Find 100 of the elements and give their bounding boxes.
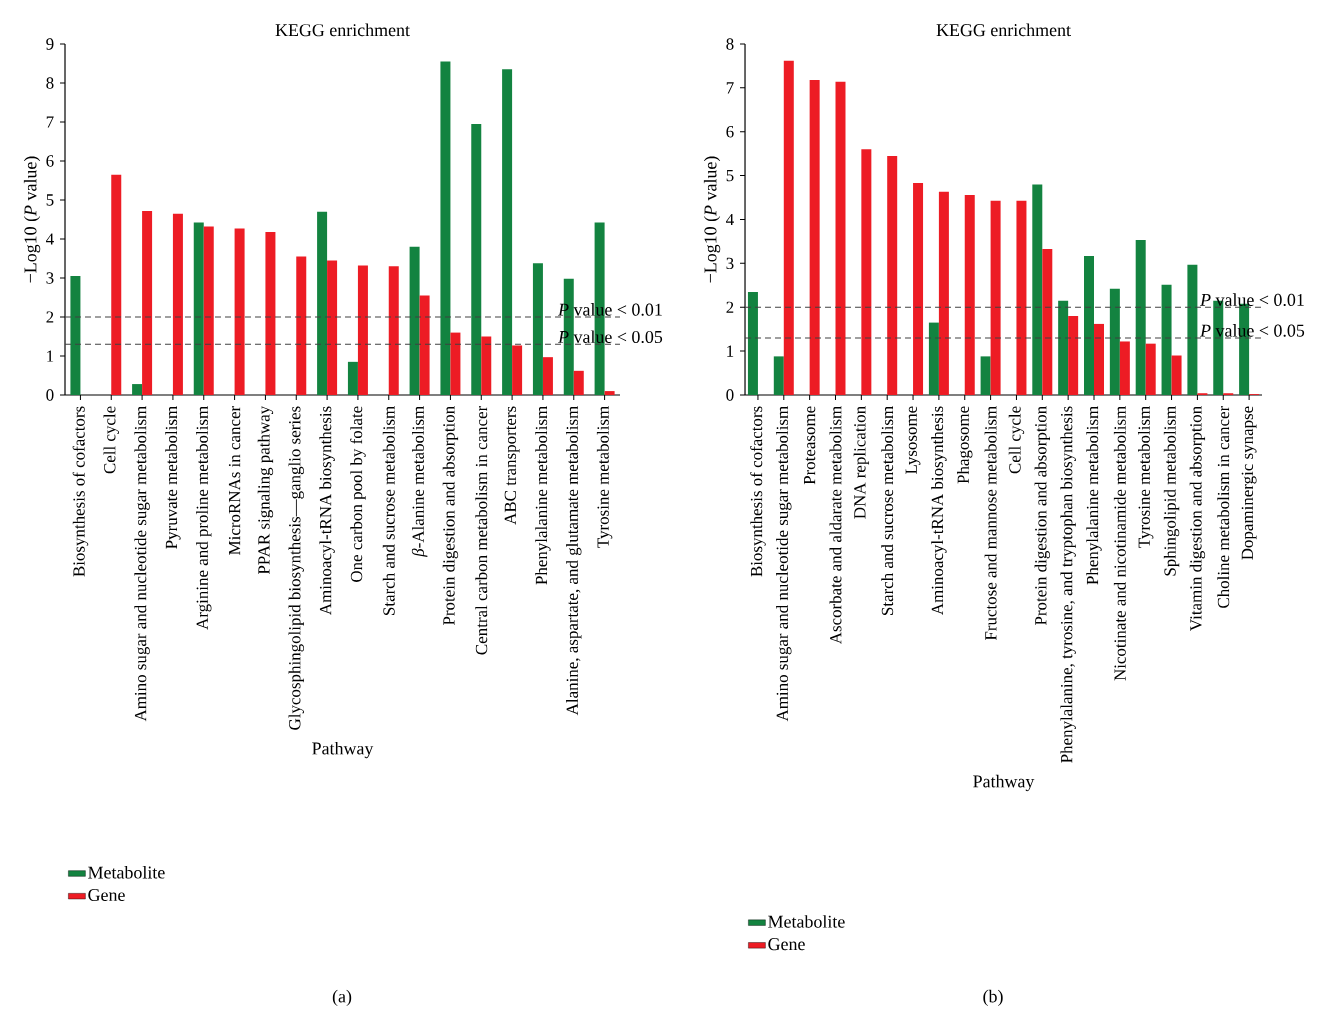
bar (193, 222, 204, 395)
x-tick-label: Arginine and proline metabolism (196, 406, 212, 630)
x-tick-label: Cell cycle (103, 406, 119, 474)
bar (773, 356, 784, 395)
x-tick-label: Starch and sucrose metabolism (382, 406, 395, 615)
bar (532, 263, 543, 395)
bar (809, 79, 820, 395)
x-tick-label: Glycosphingolipid biosynthesis—ganglio series (288, 406, 304, 730)
bar (1161, 284, 1172, 395)
bar (388, 266, 399, 395)
text: (b) (983, 989, 1003, 1007)
x-tick-label: Choline metabolism in cancer (1217, 405, 1230, 608)
x-tick-label: Pyruvate metabolism (165, 406, 181, 549)
y-tick-label: 0 (726, 389, 734, 401)
x-tick-label: Dopaminergic synapse (1241, 406, 1257, 560)
y-tick-label: 6 (726, 126, 734, 138)
x-tick-label: Phenylalanine, tyrosine, and tryptophan biosynthesis (1060, 406, 1076, 763)
x-tick-label: Phenylalanine metabolism (1086, 406, 1102, 585)
bar (357, 265, 368, 395)
bar (573, 370, 584, 395)
bar (70, 276, 81, 395)
x-tick-label: Proteasome (804, 406, 816, 485)
x-tick-label: Sphingolipid metabolism (1163, 406, 1180, 576)
legend-label: Gene (88, 888, 125, 902)
y-axis-title: −Log10 (P value) (703, 156, 721, 283)
bar (542, 357, 553, 395)
x-tick-label: Fructose and mannose metabolism (984, 406, 997, 641)
bar (296, 256, 307, 395)
x-tick-label: One carbon pool by folate (350, 406, 366, 582)
bar (419, 295, 430, 395)
ref-line-label: P value < 0.01 (1200, 293, 1304, 307)
y-tick-label: 3 (46, 272, 54, 284)
x-tick-label: Lysosome (905, 406, 921, 475)
bar (928, 322, 939, 395)
bar (481, 336, 492, 395)
bar (990, 200, 1001, 395)
x-tick-label: Aminoacyl-tRNA biosynthesis (319, 406, 335, 616)
bar (1109, 288, 1120, 395)
x-tick-label: DNA replication (853, 406, 870, 519)
x-axis-title: Pathway (973, 774, 1035, 792)
y-tick-label: 4 (46, 233, 54, 245)
y-axis-title: −Log10 (P value) (23, 156, 41, 283)
bar (938, 191, 949, 395)
bar (913, 183, 924, 395)
bar (980, 356, 991, 395)
x-tick-label: β-Alanine metabolism (411, 406, 428, 558)
bar (604, 391, 615, 395)
y-tick-label: 0 (46, 389, 54, 401)
y-tick-label: 3 (726, 257, 734, 270)
x-tick-label: Protein digestion and absorption (1034, 406, 1051, 626)
y-tick-label: 8 (46, 77, 54, 89)
bar (861, 149, 872, 395)
x-axis-title: Pathway (312, 741, 374, 759)
bar (132, 384, 143, 395)
bar (111, 174, 122, 395)
bar (203, 226, 214, 395)
x-tick-label: Tyrosine metabolism (1138, 406, 1154, 548)
bar (172, 213, 183, 395)
x-tick-label: Tyrosine metabolism (596, 406, 613, 548)
y-tick-label: 5 (46, 194, 54, 206)
x-tick-label: ABC transporters (504, 406, 520, 525)
y-tick-label: 4 (726, 213, 734, 226)
x-tick-label: Cell cycle (1008, 406, 1025, 474)
bar (1094, 323, 1104, 395)
y-tick-label: 7 (726, 82, 734, 94)
y-tick-label: 6 (46, 155, 54, 167)
bar (471, 123, 482, 395)
bar (1119, 341, 1130, 395)
legend-label: Gene (768, 938, 805, 951)
bar (1058, 300, 1069, 395)
y-tick-label: 1 (47, 350, 54, 362)
x-tick-label: Biosynthesis of cofactors (72, 406, 89, 577)
bar (142, 210, 153, 395)
x-tick-label: Phenylalanine metabolism (535, 406, 551, 585)
legend-label: Metabolite (768, 915, 845, 928)
x-tick-label: Phagosome (957, 406, 973, 484)
bar (1016, 200, 1027, 395)
x-tick-label: Amino sugar and nucleotide sugar metabolism (134, 406, 150, 722)
chart-title: KEGG enrichment (936, 23, 1071, 37)
bar (512, 345, 523, 395)
y-tick-label: 8 (726, 38, 734, 50)
bar (1042, 248, 1053, 395)
y-tick-label: 9 (46, 38, 54, 50)
bar (450, 332, 461, 395)
x-tick-label: Nicotinate and nicotinamide metabolism (1113, 406, 1126, 681)
y-tick-label: 2 (726, 301, 734, 313)
chart-title: KEGG enrichment (275, 23, 410, 37)
bar (1135, 240, 1146, 395)
bar (964, 194, 975, 395)
x-tick-label: Aminoacyl-tRNA biosynthesis (931, 406, 947, 616)
legend-label: Metabolite (88, 865, 165, 879)
bar (1187, 264, 1198, 395)
bar (747, 291, 758, 395)
y-tick-label: 5 (726, 169, 734, 182)
x-tick-label: Amino sugar and nucleotide sugar metabolism (776, 406, 792, 722)
x-tick-label: PPAR signaling pathway (257, 405, 274, 575)
x-tick-label: Biosynthesis of cofactors (750, 406, 766, 577)
bar (265, 231, 276, 395)
bar (234, 228, 245, 395)
y-tick-label: 1 (727, 345, 734, 357)
